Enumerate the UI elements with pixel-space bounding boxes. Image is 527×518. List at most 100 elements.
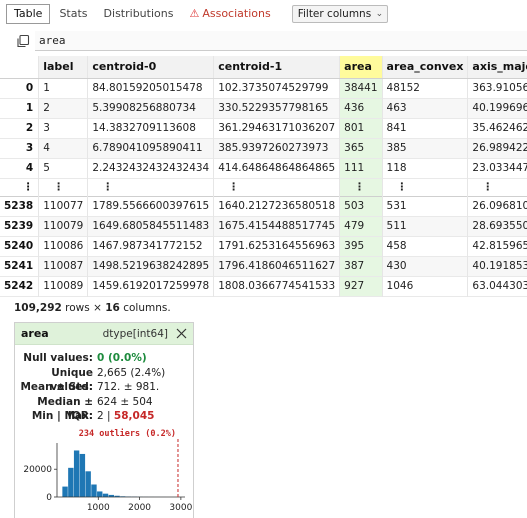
table-cell[interactable]: 463 (382, 98, 469, 118)
table-cell[interactable]: 414.64864864864865 (213, 158, 341, 178)
table-cell[interactable]: 1046 (382, 276, 469, 296)
table-cell[interactable]: 26.989422636506195 (467, 138, 527, 158)
column-header-selected[interactable]: area (339, 56, 383, 79)
stat-label: Null values: (23, 352, 93, 364)
table-cell[interactable]: 6.789041095890411 (87, 138, 215, 158)
table-cell[interactable]: 40.19185390781441 (467, 256, 527, 276)
table-cell[interactable]: 110077 (38, 195, 89, 216)
row-count-suffix: rows × (65, 302, 102, 314)
tab-distributions[interactable]: Distributions (103, 7, 174, 20)
row-index: 5242 (0, 276, 40, 296)
table-cell[interactable]: 1796.4186046511627 (213, 256, 341, 276)
table-cell[interactable]: 1459.6192017259978 (87, 276, 215, 296)
table-cell[interactable]: 42.815965793925976 (467, 236, 527, 256)
table-cell[interactable]: 110086 (38, 236, 89, 256)
table-cell[interactable]: 1467.987341772152 (87, 236, 215, 256)
table-cell[interactable]: 503 (339, 195, 383, 216)
row-index: 5240 (0, 236, 40, 256)
table-cell[interactable]: 430 (382, 256, 469, 276)
stat-unique: Unique values: 2,665 (2.4%) (15, 366, 193, 394)
table-cell[interactable]: 365 (339, 138, 383, 158)
table-row: 5239 110079 1649.6805845511483 1675.4154488… (0, 216, 527, 236)
filter-columns-select[interactable]: Filter columns ⌄ (291, 5, 389, 23)
table-cell[interactable]: 63.04430389611521 (467, 276, 527, 296)
tab-associations-label: Associations (202, 7, 271, 20)
tab-bar: Table Stats Distributions ⚠ Associations … (6, 4, 389, 24)
search-input[interactable] (35, 30, 527, 51)
table-cell[interactable]: 330.5229357798165 (213, 98, 341, 118)
table-cell[interactable]: 385 (382, 138, 469, 158)
table-cell[interactable]: 26.096810197562466 (467, 195, 527, 216)
column-header[interactable]: area_convex (382, 56, 469, 79)
table-cell[interactable]: 2 (38, 98, 89, 118)
tab-associations[interactable]: ⚠ Associations (182, 4, 277, 24)
table-cell[interactable]: 363.91056529083585 (467, 78, 527, 98)
table-cell[interactable]: 38441 (339, 78, 383, 98)
table-cell[interactable]: 118 (382, 158, 469, 178)
x-tick-label: 3000 (169, 503, 192, 513)
panel-column-name: area (21, 327, 49, 340)
table-cell[interactable]: 110087 (38, 256, 89, 276)
table-cell[interactable]: 102.3735074529799 (213, 78, 341, 98)
histogram-bar (114, 495, 120, 497)
table-row: 4 5 2.2432432432432434 414.64864864864865 11… (0, 158, 527, 178)
column-header[interactable]: centroid-0 (87, 56, 215, 79)
table-cell[interactable]: 110079 (38, 216, 89, 236)
table-cell[interactable]: 5.39908256880734 (87, 98, 215, 118)
table-cell[interactable]: 1791.6253164556963 (213, 236, 341, 256)
table-cell[interactable]: 111 (339, 158, 383, 178)
table-cell[interactable]: 35.46246203218692 (467, 118, 527, 138)
ellipsis-cell: ⋮ (467, 178, 527, 196)
table-cell[interactable]: 385.9397260273973 (213, 138, 341, 158)
row-index: 1 (0, 98, 40, 118)
table-cell[interactable]: 14.3832709113608 (87, 118, 215, 138)
table-cell[interactable]: 801 (339, 118, 383, 138)
table-cell[interactable]: 387 (339, 256, 383, 276)
table-cell[interactable]: 841 (382, 118, 469, 138)
row-index: 0 (0, 78, 40, 98)
table-cell[interactable]: 1498.5219638242895 (87, 256, 215, 276)
close-icon[interactable] (175, 328, 187, 340)
table-cell[interactable]: 361.29463171036207 (213, 118, 341, 138)
table-cell[interactable]: 1640.2127236580518 (213, 195, 341, 216)
tab-stats[interactable]: Stats (59, 7, 88, 20)
copy-icon[interactable] (14, 32, 32, 50)
column-header[interactable]: centroid-1 (213, 56, 341, 79)
table-cell[interactable]: 1808.0366774541533 (213, 276, 341, 296)
table-cell[interactable]: 458 (382, 236, 469, 256)
table-cell[interactable]: 40.19969608435346 (467, 98, 527, 118)
table-cell[interactable]: 4 (38, 138, 89, 158)
table-cell[interactable]: 48152 (382, 78, 469, 98)
table-cell[interactable]: 84.80159205015478 (87, 78, 215, 98)
stat-value: 2,665 (2.4%) (97, 366, 166, 379)
stat-null: Null values: 0 (0.0%) (15, 351, 193, 366)
table-cell[interactable]: 1649.6805845511483 (87, 216, 215, 236)
warning-icon: ⚠ (189, 7, 200, 20)
tab-table[interactable]: Table (6, 4, 51, 24)
stat-mean: Mean ± Std: 712. ± 981. (15, 380, 193, 395)
table-cell[interactable]: 23.033447881670067 (467, 158, 527, 178)
column-header[interactable]: axis_major_length (467, 56, 527, 79)
column-stats-panel: area dtype[int64] Null values: 0 (0.0%) U… (14, 322, 194, 518)
table-cell[interactable]: 1789.5566600397615 (87, 195, 215, 216)
table-cell[interactable]: 511 (382, 216, 469, 236)
x-tick-label: 2000 (128, 503, 151, 513)
table-cell[interactable]: 1 (38, 78, 89, 98)
table-cell[interactable]: 1675.4154488517745 (213, 216, 341, 236)
row-index: 2 (0, 118, 40, 138)
table-cell[interactable]: 2.2432432432432434 (87, 158, 215, 178)
table-cell[interactable]: 3 (38, 118, 89, 138)
column-header[interactable]: label (38, 56, 89, 79)
table-cell[interactable]: 110089 (38, 276, 89, 296)
table-cell[interactable]: 5 (38, 158, 89, 178)
table-cell[interactable]: 479 (339, 216, 383, 236)
table-cell[interactable]: 395 (339, 236, 383, 256)
stat-label: Mean ± Std: (20, 381, 93, 393)
histogram-bar (68, 467, 74, 497)
table-cell[interactable]: 28.69355016251691 (467, 216, 527, 236)
table-cell[interactable]: 436 (339, 98, 383, 118)
table-cell[interactable]: 531 (382, 195, 469, 216)
histogram-bar (102, 493, 109, 497)
table-cell[interactable]: 927 (339, 276, 383, 296)
row-count: 109,292 (14, 302, 62, 314)
